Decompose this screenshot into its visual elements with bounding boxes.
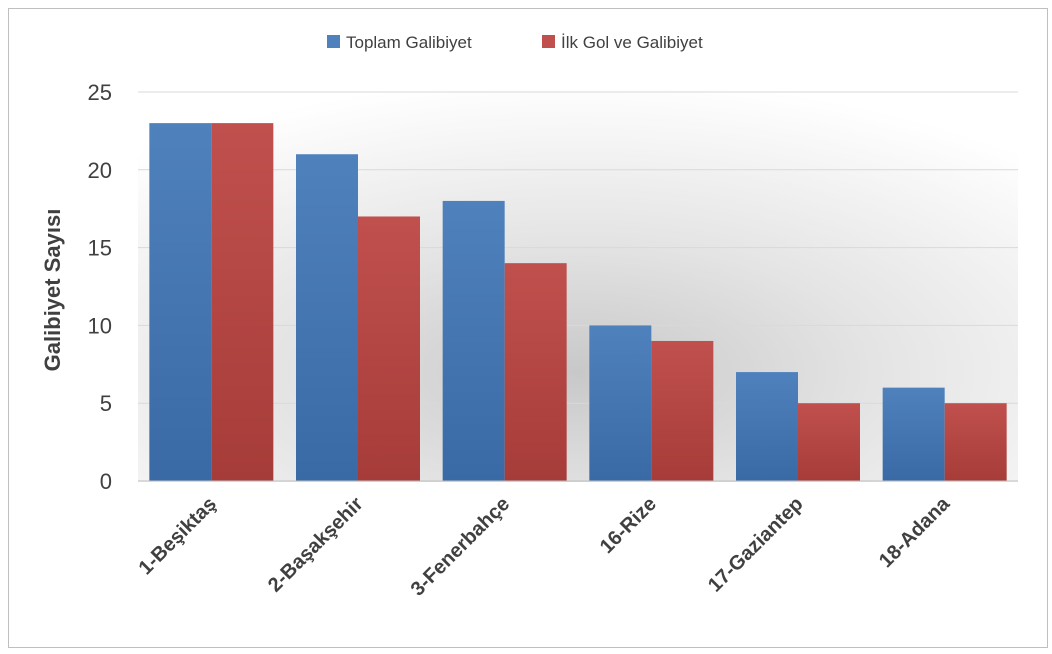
bar-toplam-galibiyet xyxy=(736,372,798,481)
y-tick-label: 10 xyxy=(88,313,112,338)
bar-toplam-galibiyet xyxy=(882,387,945,481)
bar-toplam-galibiyet xyxy=(589,325,652,481)
legend-label-toplam: Toplam Galibiyet xyxy=(346,33,472,52)
y-tick-label: 15 xyxy=(88,236,112,261)
bars xyxy=(149,123,1007,482)
bar-ilk-gol-ve-galibiyet xyxy=(798,403,860,481)
grid-lines xyxy=(138,91,1018,404)
bar-ilk-gol-ve-galibiyet xyxy=(651,340,714,481)
bar-ilk-gol-ve-galibiyet xyxy=(504,263,567,481)
y-tick-label: 5 xyxy=(100,391,112,416)
legend-label-ilk-gol: İlk Gol ve Galibiyet xyxy=(561,33,703,52)
y-axis-title: Galibiyet Sayısı xyxy=(40,209,65,372)
bar-toplam-galibiyet xyxy=(149,123,212,482)
legend: Toplam Galibiyet İlk Gol ve Galibiyet xyxy=(327,33,703,52)
bar-ilk-gol-ve-galibiyet xyxy=(358,216,420,482)
x-category-label: 16-Rize xyxy=(596,493,661,558)
bar-toplam-galibiyet xyxy=(296,154,358,482)
bar-toplam-galibiyet xyxy=(442,200,505,482)
x-category-label: 1-Beşiktaş xyxy=(135,493,221,579)
legend-swatch-ilk-gol xyxy=(542,35,555,48)
x-category-label: 18-Adana xyxy=(875,492,955,572)
plot-background xyxy=(138,90,1018,482)
x-category-label: 2-Başakşehir xyxy=(264,493,368,597)
y-tick-label: 20 xyxy=(88,158,112,183)
bar-ilk-gol-ve-galibiyet xyxy=(944,403,1007,481)
y-tick-label: 25 xyxy=(88,80,112,105)
x-category-label: 3-Fenerbahçe xyxy=(407,493,515,601)
x-axis-categories: 1-Beşiktaş 2-Başakşehir 3-Fenerbahçe 16-Riz… xyxy=(135,492,955,600)
y-axis-ticks: 0 5 10 15 20 25 xyxy=(88,80,112,494)
bar-ilk-gol-ve-galibiyet xyxy=(211,123,274,482)
y-tick-label: 0 xyxy=(100,469,112,494)
legend-swatch-toplam xyxy=(327,35,340,48)
x-category-label: 17-Gaziantep xyxy=(704,493,808,597)
